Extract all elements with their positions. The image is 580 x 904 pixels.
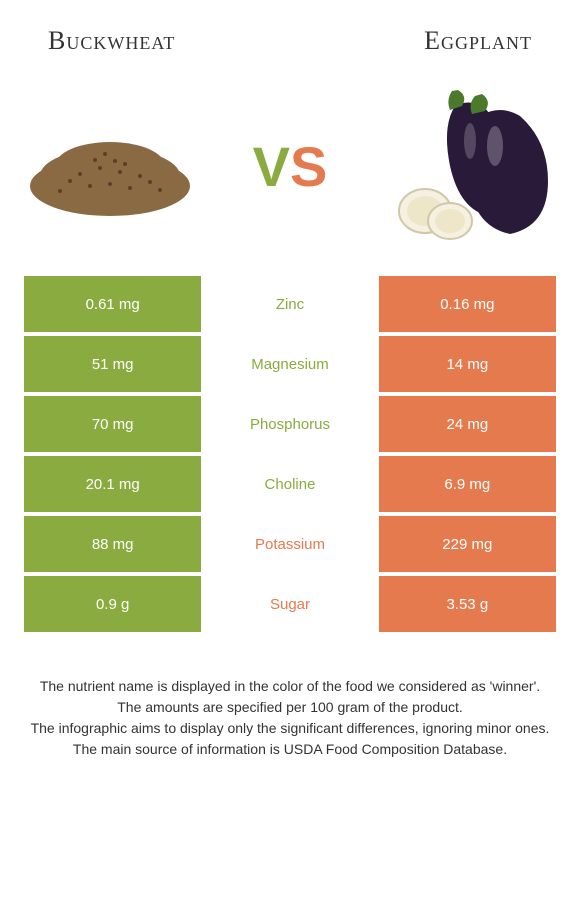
table-row: 0.9 gSugar3.53 g	[24, 576, 556, 632]
footer-line: The infographic aims to display only the…	[20, 718, 560, 739]
buckwheat-image	[20, 86, 200, 246]
cell-nutrient-label: Magnesium	[201, 336, 378, 392]
footer-notes: The nutrient name is displayed in the co…	[0, 636, 580, 760]
comparison-table: 0.61 mgZinc0.16 mg51 mgMagnesium14 mg70 …	[0, 276, 580, 632]
cell-left-value: 70 mg	[24, 396, 201, 452]
cell-nutrient-label: Choline	[201, 456, 378, 512]
cell-nutrient-label: Zinc	[201, 276, 378, 332]
cell-right-value: 14 mg	[379, 336, 556, 392]
title-left: Buckwheat	[48, 26, 175, 56]
table-row: 70 mgPhosphorus24 mg	[24, 396, 556, 452]
title-right: Eggplant	[424, 26, 532, 56]
cell-left-value: 88 mg	[24, 516, 201, 572]
cell-left-value: 0.9 g	[24, 576, 201, 632]
table-row: 0.61 mgZinc0.16 mg	[24, 276, 556, 332]
cell-left-value: 51 mg	[24, 336, 201, 392]
vs-badge: VS	[253, 134, 328, 199]
cell-right-value: 0.16 mg	[379, 276, 556, 332]
cell-right-value: 3.53 g	[379, 576, 556, 632]
cell-nutrient-label: Potassium	[201, 516, 378, 572]
vs-v: V	[253, 135, 290, 198]
eggplant-image	[380, 86, 560, 246]
table-row: 88 mgPotassium229 mg	[24, 516, 556, 572]
vs-row: VS	[0, 76, 580, 276]
cell-right-value: 229 mg	[379, 516, 556, 572]
cell-left-value: 20.1 mg	[24, 456, 201, 512]
cell-nutrient-label: Phosphorus	[201, 396, 378, 452]
footer-line: The main source of information is USDA F…	[20, 739, 560, 760]
vs-s: S	[290, 135, 327, 198]
header: Buckwheat Eggplant	[0, 0, 580, 76]
footer-line: The nutrient name is displayed in the co…	[20, 676, 560, 697]
cell-left-value: 0.61 mg	[24, 276, 201, 332]
cell-nutrient-label: Sugar	[201, 576, 378, 632]
cell-right-value: 24 mg	[379, 396, 556, 452]
cell-right-value: 6.9 mg	[379, 456, 556, 512]
table-row: 20.1 mgCholine6.9 mg	[24, 456, 556, 512]
footer-line: The amounts are specified per 100 gram o…	[20, 697, 560, 718]
table-row: 51 mgMagnesium14 mg	[24, 336, 556, 392]
